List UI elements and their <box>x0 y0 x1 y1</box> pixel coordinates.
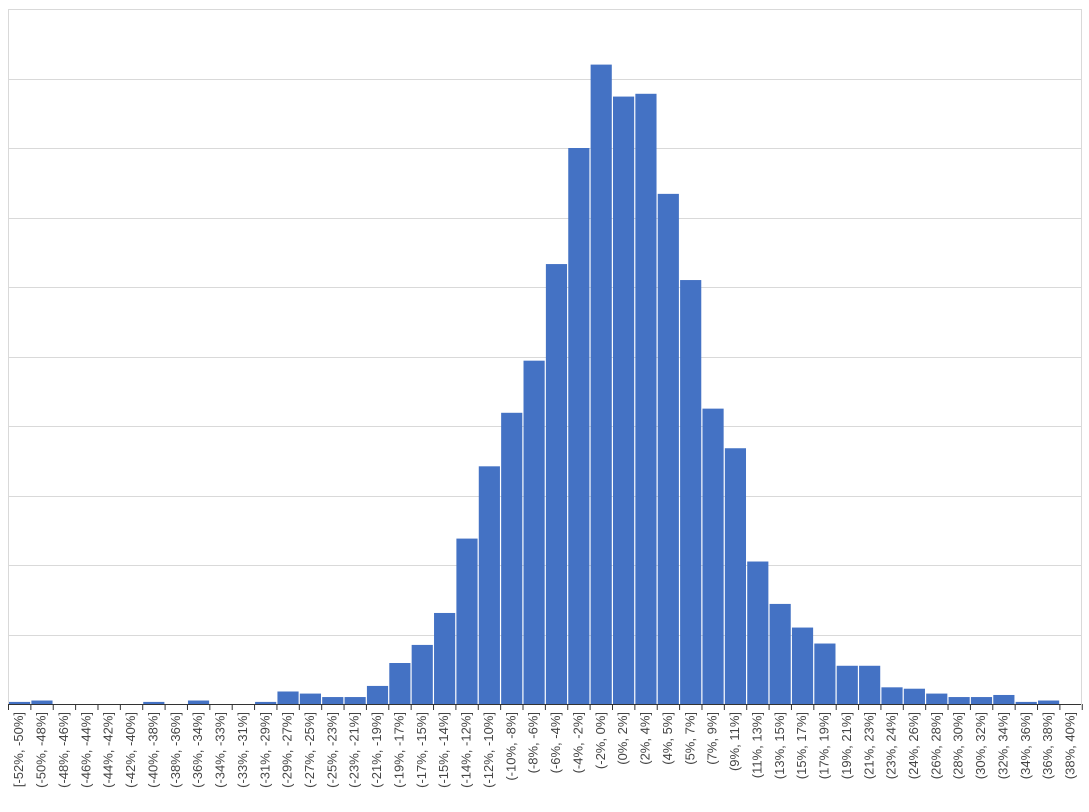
histogram-bar <box>993 694 1015 704</box>
x-tick-label: (38%, 40%] <box>1063 712 1078 779</box>
x-tick-label: (-6%, -4%] <box>548 712 563 773</box>
x-tick-label: (-19%, -17%] <box>391 712 406 788</box>
histogram-bar <box>859 665 881 704</box>
histogram-bar <box>1038 700 1060 704</box>
histogram-bar <box>590 64 612 705</box>
histogram-bar <box>724 448 747 704</box>
histogram-bar <box>836 665 858 704</box>
histogram-bar <box>31 700 53 704</box>
x-tick-label: (5%, 7%] <box>682 712 697 765</box>
x-tick-label: (-36%, -34%] <box>190 712 205 788</box>
histogram-bar <box>769 603 791 704</box>
histogram-bar <box>657 193 679 704</box>
plot-frame <box>8 9 1082 704</box>
histogram-bar <box>635 93 657 705</box>
histogram-bar <box>680 280 702 704</box>
histogram-bar <box>322 697 344 704</box>
x-tick-label: (-34%, -33%] <box>213 712 228 788</box>
x-tick-label: (9%, 11%] <box>727 712 742 771</box>
x-tick-label: (4%, 5%] <box>660 712 675 765</box>
x-tick-label: (-27%, -25%] <box>302 712 317 788</box>
x-tick-label: (-50%, -48%] <box>34 712 49 788</box>
x-tick-label: (7%, 9%] <box>705 712 720 765</box>
x-tick-label: (32%, 34%] <box>995 712 1010 779</box>
histogram-bar <box>277 691 299 704</box>
x-tick-label: (-15%, -14%] <box>436 712 451 788</box>
histogram-bar <box>970 697 993 704</box>
x-tick-label: (23%, 24%] <box>884 712 899 779</box>
x-tick-label: (-42%, -40%] <box>123 712 138 788</box>
x-tick-label: (-17%, -15%] <box>414 712 429 788</box>
histogram-bar <box>456 538 478 704</box>
histogram-bar <box>926 693 948 704</box>
x-tick-label: (34%, 36%] <box>1018 712 1033 779</box>
x-tick-label: (21%, 23%] <box>861 712 876 779</box>
x-tick-label: (11%, 13%] <box>749 712 764 778</box>
histogram-bar <box>299 693 321 704</box>
histogram-bar <box>702 408 724 705</box>
histogram-bar <box>187 700 210 704</box>
x-tick-label: (-44%, -42%] <box>101 712 116 788</box>
histogram-bar <box>612 96 635 704</box>
histogram-bar <box>255 701 277 704</box>
histogram-bar <box>434 612 456 704</box>
x-tick-label: (2%, 4%] <box>638 712 653 765</box>
x-tick-label: (28%, 30%] <box>951 712 966 779</box>
x-tick-label: (-46%, -44%] <box>78 712 93 788</box>
x-tick-label: (-12%, -10%] <box>481 712 496 788</box>
histogram-bar <box>881 687 903 704</box>
x-tick-label: (-14%, -12%] <box>459 712 474 788</box>
histogram-bar <box>747 561 769 704</box>
x-tick-label: (-29%, -27%] <box>280 712 295 788</box>
x-tick-label: (36%, 38%] <box>1040 712 1055 779</box>
histogram-bar <box>1015 701 1037 704</box>
histogram-bar <box>791 627 814 704</box>
x-tick-label: (-38%, -36%] <box>168 712 183 788</box>
histogram-bar <box>143 701 165 704</box>
histogram-bar <box>814 643 836 704</box>
x-tick-label: (-23%, -21%] <box>347 712 362 788</box>
x-tick-label: (-33%, -31%] <box>235 712 250 788</box>
histogram-bar <box>9 701 31 704</box>
histogram-bar <box>568 148 590 704</box>
x-tick-label: (-21%, -19%] <box>369 712 384 788</box>
x-tick-label: (-40%, -38%] <box>145 712 160 788</box>
x-tick-label: (17%, 19%] <box>817 712 832 779</box>
histogram-bar <box>501 412 523 704</box>
x-tick-label: (26%, 28%] <box>928 712 943 779</box>
x-tick-label: [-52%, -50%] <box>11 712 26 787</box>
x-tick-label: (-31%, -29%] <box>257 712 272 788</box>
x-tick-label: (-4%, -2%] <box>570 712 585 773</box>
histogram-bar <box>948 697 970 704</box>
x-tick-label: (24%, 26%] <box>906 712 921 779</box>
histogram-bar <box>344 697 366 704</box>
x-tick-label: (-48%, -46%] <box>56 712 71 788</box>
histogram-bar <box>411 644 433 704</box>
x-tick-label: (0%, 2%] <box>615 712 630 765</box>
histogram-bar <box>389 663 411 704</box>
x-tick-label: (15%, 17%] <box>794 712 809 779</box>
histogram-bar <box>478 466 500 704</box>
histogram-bar <box>366 685 389 704</box>
x-tick-label: (-8%, -6%] <box>526 712 541 773</box>
x-tick-label: (-2%, 0%] <box>593 712 608 769</box>
x-tick-label: (30%, 32%] <box>973 712 988 779</box>
x-tick-label: (-25%, -23%] <box>324 712 339 788</box>
histogram-bar <box>903 688 925 704</box>
x-tick-label: (-10%, -8%] <box>503 712 518 781</box>
histogram-bar <box>545 264 568 704</box>
x-tick-label: (19%, 21%] <box>839 712 854 779</box>
x-tick-label: (13%, 15%] <box>772 712 787 779</box>
histogram-bar <box>523 360 545 704</box>
